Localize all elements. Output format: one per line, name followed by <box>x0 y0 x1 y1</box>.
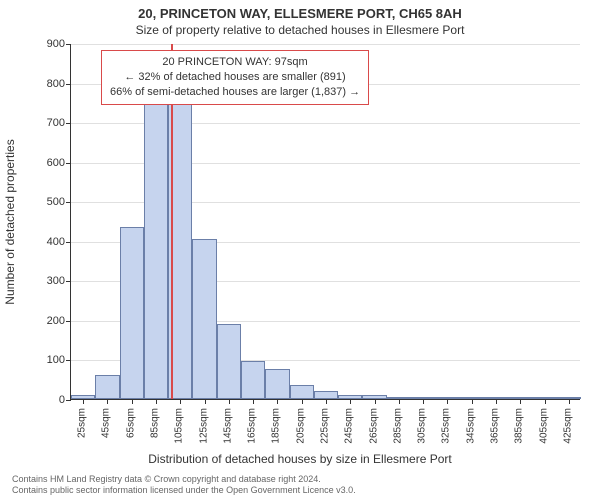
x-tick-mark <box>496 399 497 404</box>
y-tick-mark <box>66 44 71 45</box>
bar <box>241 361 265 399</box>
y-tick-label: 400 <box>25 236 65 248</box>
x-tick-mark <box>326 399 327 404</box>
bar <box>95 375 119 399</box>
x-tick-label: 385sqm <box>514 408 525 444</box>
chart-container: 20, PRINCETON WAY, ELLESMERE PORT, CH65 … <box>0 0 600 500</box>
footer-line-1: Contains HM Land Registry data © Crown c… <box>12 474 356 485</box>
footer-line-2: Contains public sector information licen… <box>12 485 356 496</box>
x-tick-mark <box>107 399 108 404</box>
x-tick-mark <box>253 399 254 404</box>
x-tick-label: 365sqm <box>490 408 501 444</box>
y-tick-label: 300 <box>25 275 65 287</box>
x-tick-label: 405sqm <box>538 408 549 444</box>
y-tick-mark <box>66 84 71 85</box>
x-tick-label: 225sqm <box>320 408 331 444</box>
x-tick-mark <box>423 399 424 404</box>
y-axis-label: Number of detached properties <box>3 139 17 304</box>
footer-attribution: Contains HM Land Registry data © Crown c… <box>12 474 356 497</box>
y-tick-label: 100 <box>25 354 65 366</box>
x-tick-mark <box>205 399 206 404</box>
x-tick-mark <box>399 399 400 404</box>
bar <box>120 227 144 399</box>
x-tick-label: 65sqm <box>125 408 136 438</box>
annotation-line-1: 20 PRINCETON WAY: 97sqm <box>110 55 360 70</box>
x-tick-mark <box>132 399 133 404</box>
x-tick-label: 205sqm <box>295 408 306 444</box>
bar <box>290 385 314 399</box>
bar <box>192 239 216 399</box>
x-tick-label: 165sqm <box>247 408 258 444</box>
x-tick-mark <box>545 399 546 404</box>
y-tick-label: 700 <box>25 117 65 129</box>
x-tick-label: 305sqm <box>417 408 428 444</box>
x-tick-label: 325sqm <box>441 408 452 444</box>
y-tick-label: 800 <box>25 78 65 90</box>
x-tick-label: 345sqm <box>465 408 476 444</box>
y-tick-mark <box>66 400 71 401</box>
y-tick-label: 200 <box>25 315 65 327</box>
x-tick-label: 245sqm <box>344 408 355 444</box>
x-tick-mark <box>447 399 448 404</box>
y-tick-label: 900 <box>25 38 65 50</box>
y-tick-mark <box>66 163 71 164</box>
chart-subtitle: Size of property relative to detached ho… <box>0 23 600 37</box>
x-tick-mark <box>277 399 278 404</box>
x-tick-mark <box>569 399 570 404</box>
y-tick-mark <box>66 202 71 203</box>
x-tick-mark <box>180 399 181 404</box>
x-tick-mark <box>350 399 351 404</box>
grid-line <box>71 44 580 45</box>
plot-area: 20 PRINCETON WAY: 97sqm ← 32% of detache… <box>70 44 580 400</box>
annotation-box: 20 PRINCETON WAY: 97sqm ← 32% of detache… <box>101 50 369 105</box>
bar <box>144 102 168 399</box>
x-tick-label: 85sqm <box>150 408 161 438</box>
y-tick-label: 600 <box>25 157 65 169</box>
x-tick-mark <box>156 399 157 404</box>
x-tick-label: 425sqm <box>562 408 573 444</box>
x-tick-mark <box>375 399 376 404</box>
x-tick-label: 125sqm <box>198 408 209 444</box>
x-tick-label: 285sqm <box>392 408 403 444</box>
y-tick-mark <box>66 281 71 282</box>
y-tick-mark <box>66 242 71 243</box>
x-tick-label: 105sqm <box>174 408 185 444</box>
x-tick-mark <box>302 399 303 404</box>
bar <box>217 324 241 399</box>
x-tick-mark <box>229 399 230 404</box>
x-axis-label: Distribution of detached houses by size … <box>0 452 600 466</box>
y-tick-label: 0 <box>25 394 65 406</box>
x-tick-mark <box>520 399 521 404</box>
y-tick-mark <box>66 123 71 124</box>
x-tick-label: 145sqm <box>222 408 233 444</box>
x-tick-mark <box>472 399 473 404</box>
y-tick-mark <box>66 321 71 322</box>
y-tick-mark <box>66 360 71 361</box>
x-tick-label: 25sqm <box>77 408 88 438</box>
x-tick-mark <box>83 399 84 404</box>
y-tick-label: 500 <box>25 196 65 208</box>
annotation-line-3: 66% of semi-detached houses are larger (… <box>110 85 360 100</box>
bar <box>314 391 338 399</box>
bar <box>265 369 289 399</box>
x-tick-label: 265sqm <box>368 408 379 444</box>
x-tick-label: 45sqm <box>101 408 112 438</box>
chart-title: 20, PRINCETON WAY, ELLESMERE PORT, CH65 … <box>0 6 600 21</box>
annotation-line-2: ← 32% of detached houses are smaller (89… <box>110 70 360 85</box>
x-tick-label: 185sqm <box>271 408 282 444</box>
